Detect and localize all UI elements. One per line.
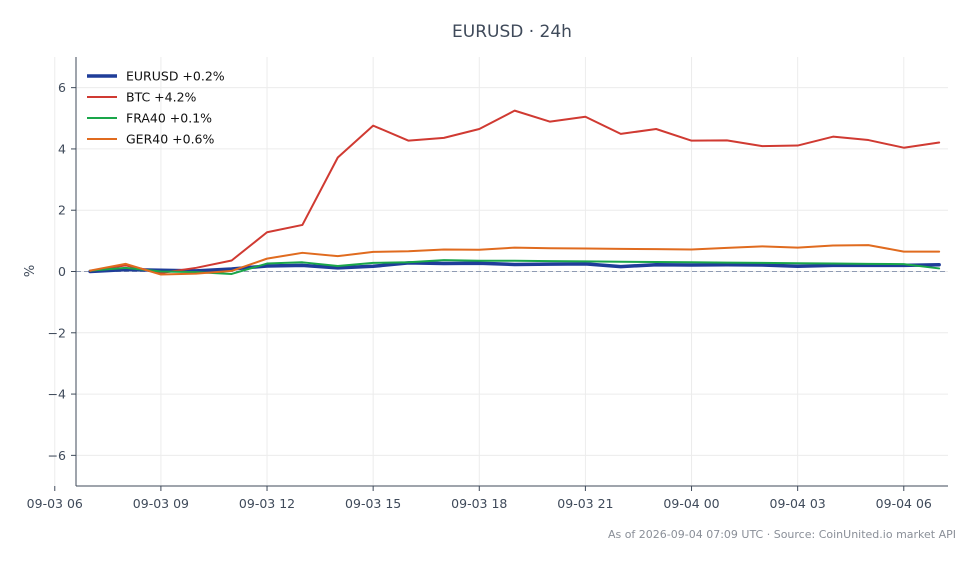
x-tick-label: 09-03 12 [239,496,295,511]
x-tick-label: 09-03 15 [345,496,401,511]
y-tick-label: 0 [58,264,66,279]
legend-label-0: EURUSD +0.2% [126,69,225,84]
y-axis-ticks: −6 −4 −2 0 2 4 6 [48,80,76,463]
y-tick-label: 2 [58,203,66,218]
x-tick-label: 09-03 09 [133,496,189,511]
x-tick-label: 09-04 00 [663,496,719,511]
x-tick-label: 09-04 06 [876,496,932,511]
series-line-2 [89,259,941,275]
y-axis-label: % [23,265,38,277]
x-axis-ticks: 09-03 06 09-03 09 09-03 12 09-03 15 09-03 18… [27,486,932,511]
source-caption: As of 2026-09-04 07:09 UTC · Source: Coi… [608,528,956,541]
x-tick-label: 09-03 21 [557,496,613,511]
legend-label-1: BTC +4.2% [126,90,197,105]
y-tick-label: 6 [58,80,66,95]
series-lines [88,109,941,276]
series-line-0 [88,261,941,274]
chart-title: EURUSD · 24h [452,22,572,42]
y-tick-label: −6 [48,448,66,463]
y-tick-label: 4 [58,141,66,156]
y-tick-label: −4 [48,387,66,402]
x-tick-label: 09-04 03 [770,496,826,511]
x-tick-label: 09-03 18 [451,496,507,511]
legend-label-2: FRA40 +0.1% [126,111,212,126]
legend: EURUSD +0.2% BTC +4.2% FRA40 +0.1% GER40 +0… [87,69,225,147]
series-line-1 [89,109,941,275]
x-tick-label: 09-03 06 [27,496,83,511]
legend-label-3: GER40 +0.6% [126,132,215,147]
series-line-3 [89,244,941,276]
y-tick-label: −2 [48,325,66,340]
